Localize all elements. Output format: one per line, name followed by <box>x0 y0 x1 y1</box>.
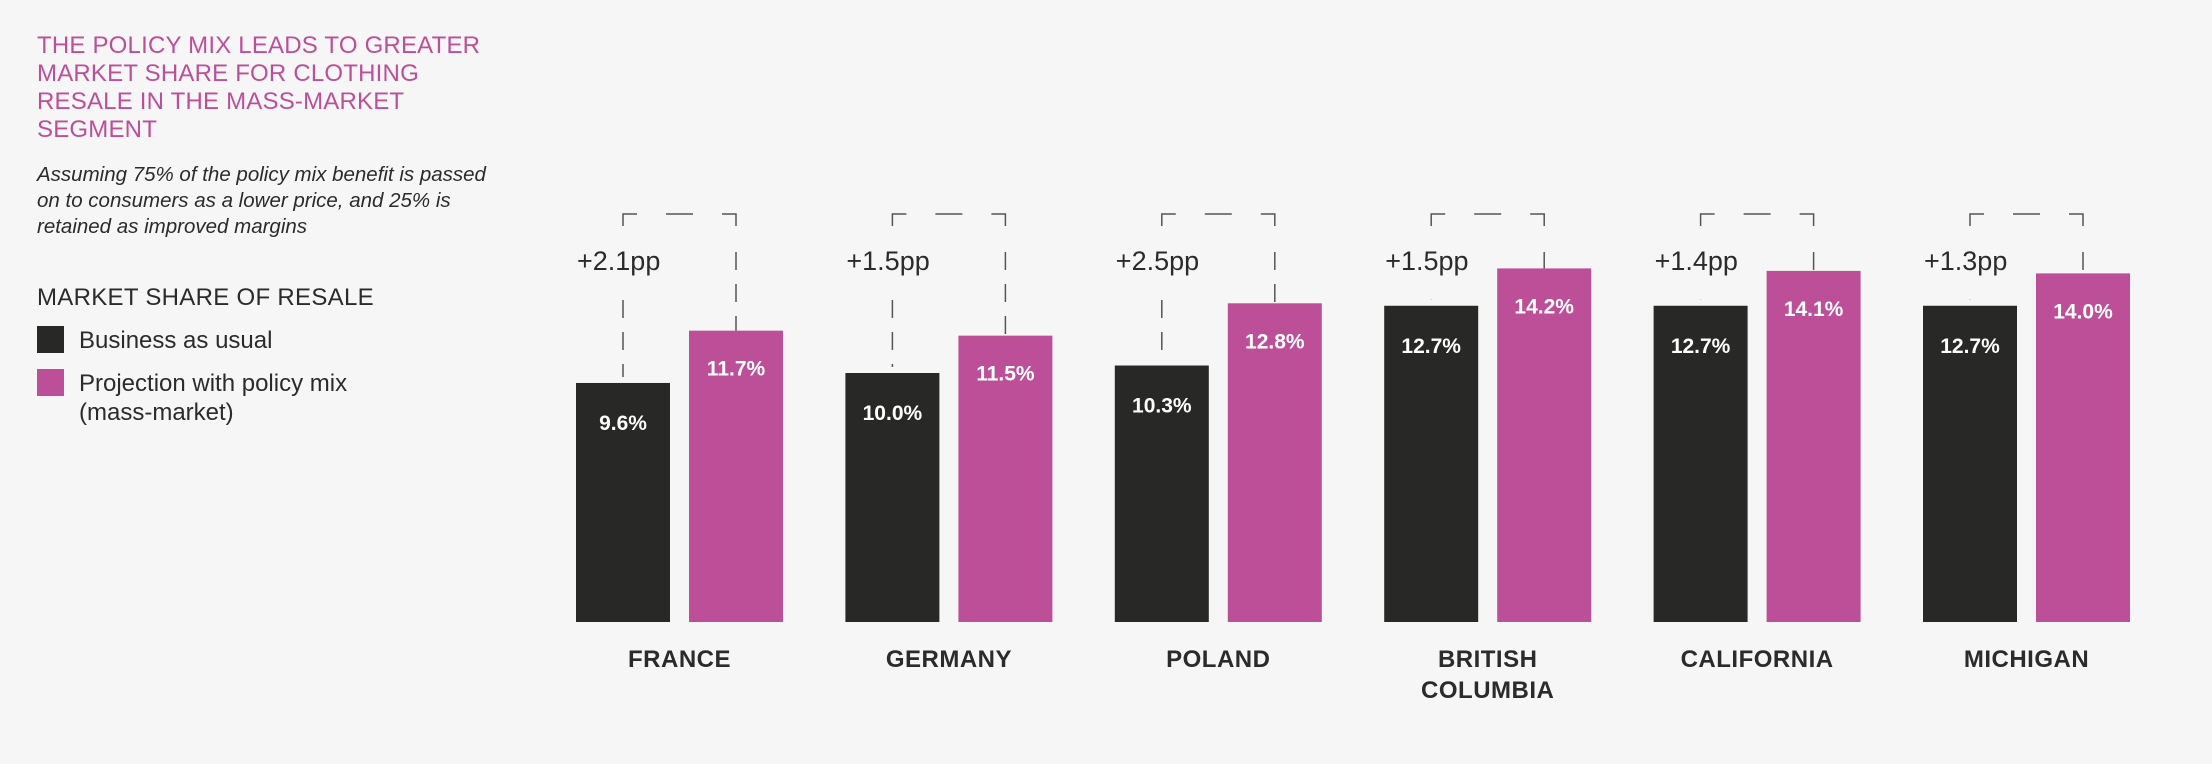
legend-label-business-as-usual: Business as usual <box>79 327 273 354</box>
bracket-connector <box>1430 213 1545 226</box>
category-label: GERMANY <box>886 646 1012 673</box>
legend-title: MARKET SHARE OF RESALE <box>37 284 374 311</box>
bar-value-label: 12.8% <box>1245 330 1305 353</box>
bracket-connector <box>1699 213 1815 226</box>
bar-value-label: 11.7% <box>707 358 766 381</box>
delta-label: +2.1pp <box>577 246 660 276</box>
bar-policy-mix <box>1766 270 1861 622</box>
bar-policy-mix <box>2036 273 2130 622</box>
bar-value-label: 10.3% <box>1132 395 1192 418</box>
bar-business-as-usual <box>845 373 940 622</box>
bar-policy-mix <box>689 330 783 622</box>
legend-panel: THE POLICY MIX LEADS TO GREATER MARKET S… <box>37 32 507 427</box>
legend-item-policy-mix: Projection with policy mix (mass-market) <box>37 369 507 427</box>
category-label: MICHIGAN <box>1964 646 2089 673</box>
bar-value-label: 10.0% <box>863 402 923 425</box>
delta-label: +1.5pp <box>1385 246 1468 276</box>
category-label: FRANCE <box>628 646 731 673</box>
bar-policy-mix <box>1227 303 1322 622</box>
category-label: POLAND <box>1166 646 1270 673</box>
legend-label-policy-mix: Projection with policy mix (mass-market) <box>79 370 348 426</box>
chart-title: THE POLICY MIX LEADS TO GREATER MARKET S… <box>37 32 481 143</box>
legend-swatch-policy-mix <box>37 369 64 396</box>
bar-business-as-usual <box>576 382 670 622</box>
bar-value-label: 9.6% <box>599 412 647 435</box>
bar-policy-mix <box>1497 268 1592 622</box>
bar-business-as-usual <box>1653 305 1748 622</box>
bar-policy-mix <box>958 335 1053 622</box>
bar-value-label: 12.7% <box>1671 335 1731 358</box>
bracket-connector <box>1969 213 2084 226</box>
category-label: COLUMBIA <box>1421 677 1554 704</box>
delta-label: +1.3pp <box>1924 246 2007 276</box>
delta-label: +1.4pp <box>1655 246 1738 276</box>
legend-swatch-business-as-usual <box>37 326 64 353</box>
bracket-connector <box>622 213 737 226</box>
bracket-connector <box>1161 213 1276 226</box>
delta-label: +2.5pp <box>1116 246 1199 276</box>
bar-business-as-usual <box>1384 305 1479 622</box>
bar-value-label: 14.0% <box>2053 300 2113 323</box>
category-label: BRITISH <box>1438 646 1538 673</box>
delta-label: +1.5pp <box>846 246 929 276</box>
bar-business-as-usual <box>1114 365 1209 622</box>
bar-value-label: 14.1% <box>1784 298 1844 321</box>
bracket-connector <box>891 213 1007 226</box>
bar-value-label: 12.7% <box>1401 335 1461 358</box>
bar-business-as-usual <box>1923 305 2017 622</box>
bar-value-label: 14.2% <box>1514 295 1574 318</box>
category-label: CALIFORNIA <box>1681 646 1834 673</box>
legend-item-business-as-usual: Business as usual <box>37 326 507 355</box>
chart-subtitle: Assuming 75% of the policy mix benefit i… <box>37 163 486 238</box>
bar-value-label: 12.7% <box>1940 335 2000 358</box>
bar-value-label: 11.5% <box>976 363 1035 386</box>
